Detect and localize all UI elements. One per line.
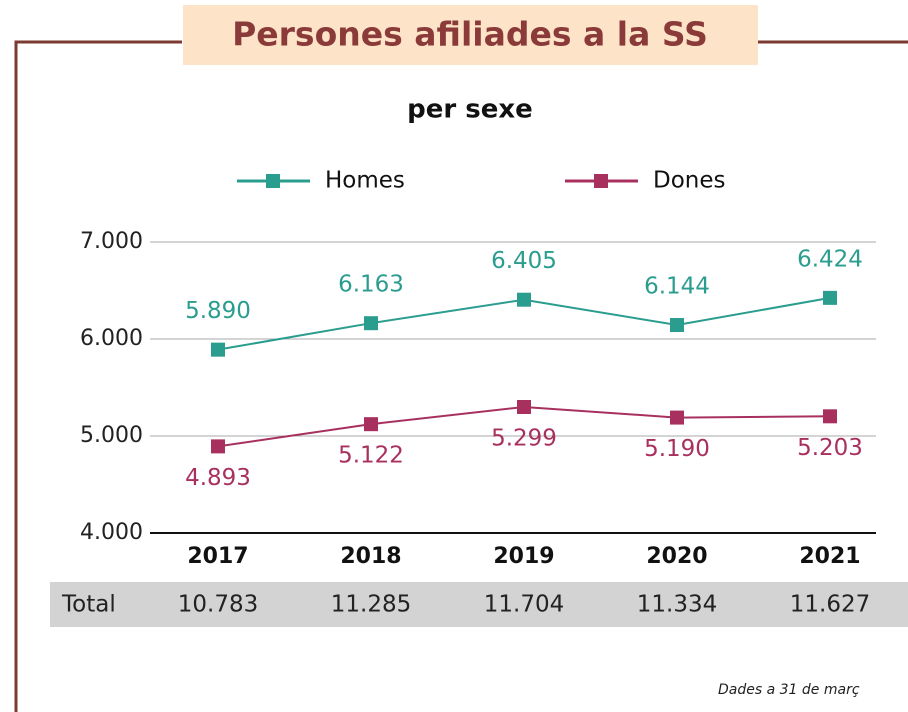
y-tick-label: 7.000: [80, 229, 143, 254]
data-label: 6.163: [338, 272, 404, 298]
total-label: Total: [61, 592, 116, 618]
point: [823, 290, 837, 305]
total-value: 11.334: [637, 592, 717, 618]
data-label: 6.405: [491, 248, 557, 274]
legend-label: Homes: [325, 168, 405, 194]
point: [211, 439, 225, 454]
x-tick-label: 2019: [493, 544, 554, 569]
title-box: [183, 5, 758, 65]
data-label: 5.299: [491, 425, 557, 451]
data-label: 5.890: [185, 298, 251, 324]
data-label: 4.893: [185, 465, 251, 491]
legend-marker: [594, 174, 608, 188]
x-tick-label: 2020: [646, 544, 707, 569]
point: [211, 342, 225, 357]
total-band: [50, 582, 908, 627]
total-value: 10.783: [178, 592, 258, 618]
chart-subtitle: per sexe: [407, 95, 533, 125]
total-value: 11.704: [484, 592, 564, 618]
y-tick-label: 6.000: [80, 326, 143, 351]
point: [823, 409, 837, 424]
legend-label: Dones: [653, 168, 726, 194]
data-label: 5.190: [644, 436, 710, 462]
legend-marker: [266, 174, 280, 188]
data-label: 5.122: [338, 443, 404, 469]
point: [364, 417, 378, 432]
point: [670, 318, 684, 333]
x-tick-label: 2021: [799, 544, 860, 569]
point: [364, 316, 378, 331]
point: [517, 292, 531, 307]
x-tick-label: 2017: [187, 544, 248, 569]
x-tick-label: 2018: [340, 544, 401, 569]
point: [670, 410, 684, 425]
data-label: 6.424: [797, 246, 863, 272]
y-tick-label: 4.000: [80, 520, 143, 545]
frame: [14, 40, 908, 712]
footnote: Dades a 31 de març: [718, 682, 860, 698]
total-value: 11.285: [331, 592, 411, 618]
point: [517, 399, 531, 414]
data-label: 5.203: [797, 435, 863, 461]
y-tick-label: 5.000: [80, 423, 143, 448]
total-value: 11.627: [790, 592, 870, 618]
data-label: 6.144: [644, 274, 710, 300]
chart-title: Persones afiliades a la SS: [232, 15, 708, 54]
